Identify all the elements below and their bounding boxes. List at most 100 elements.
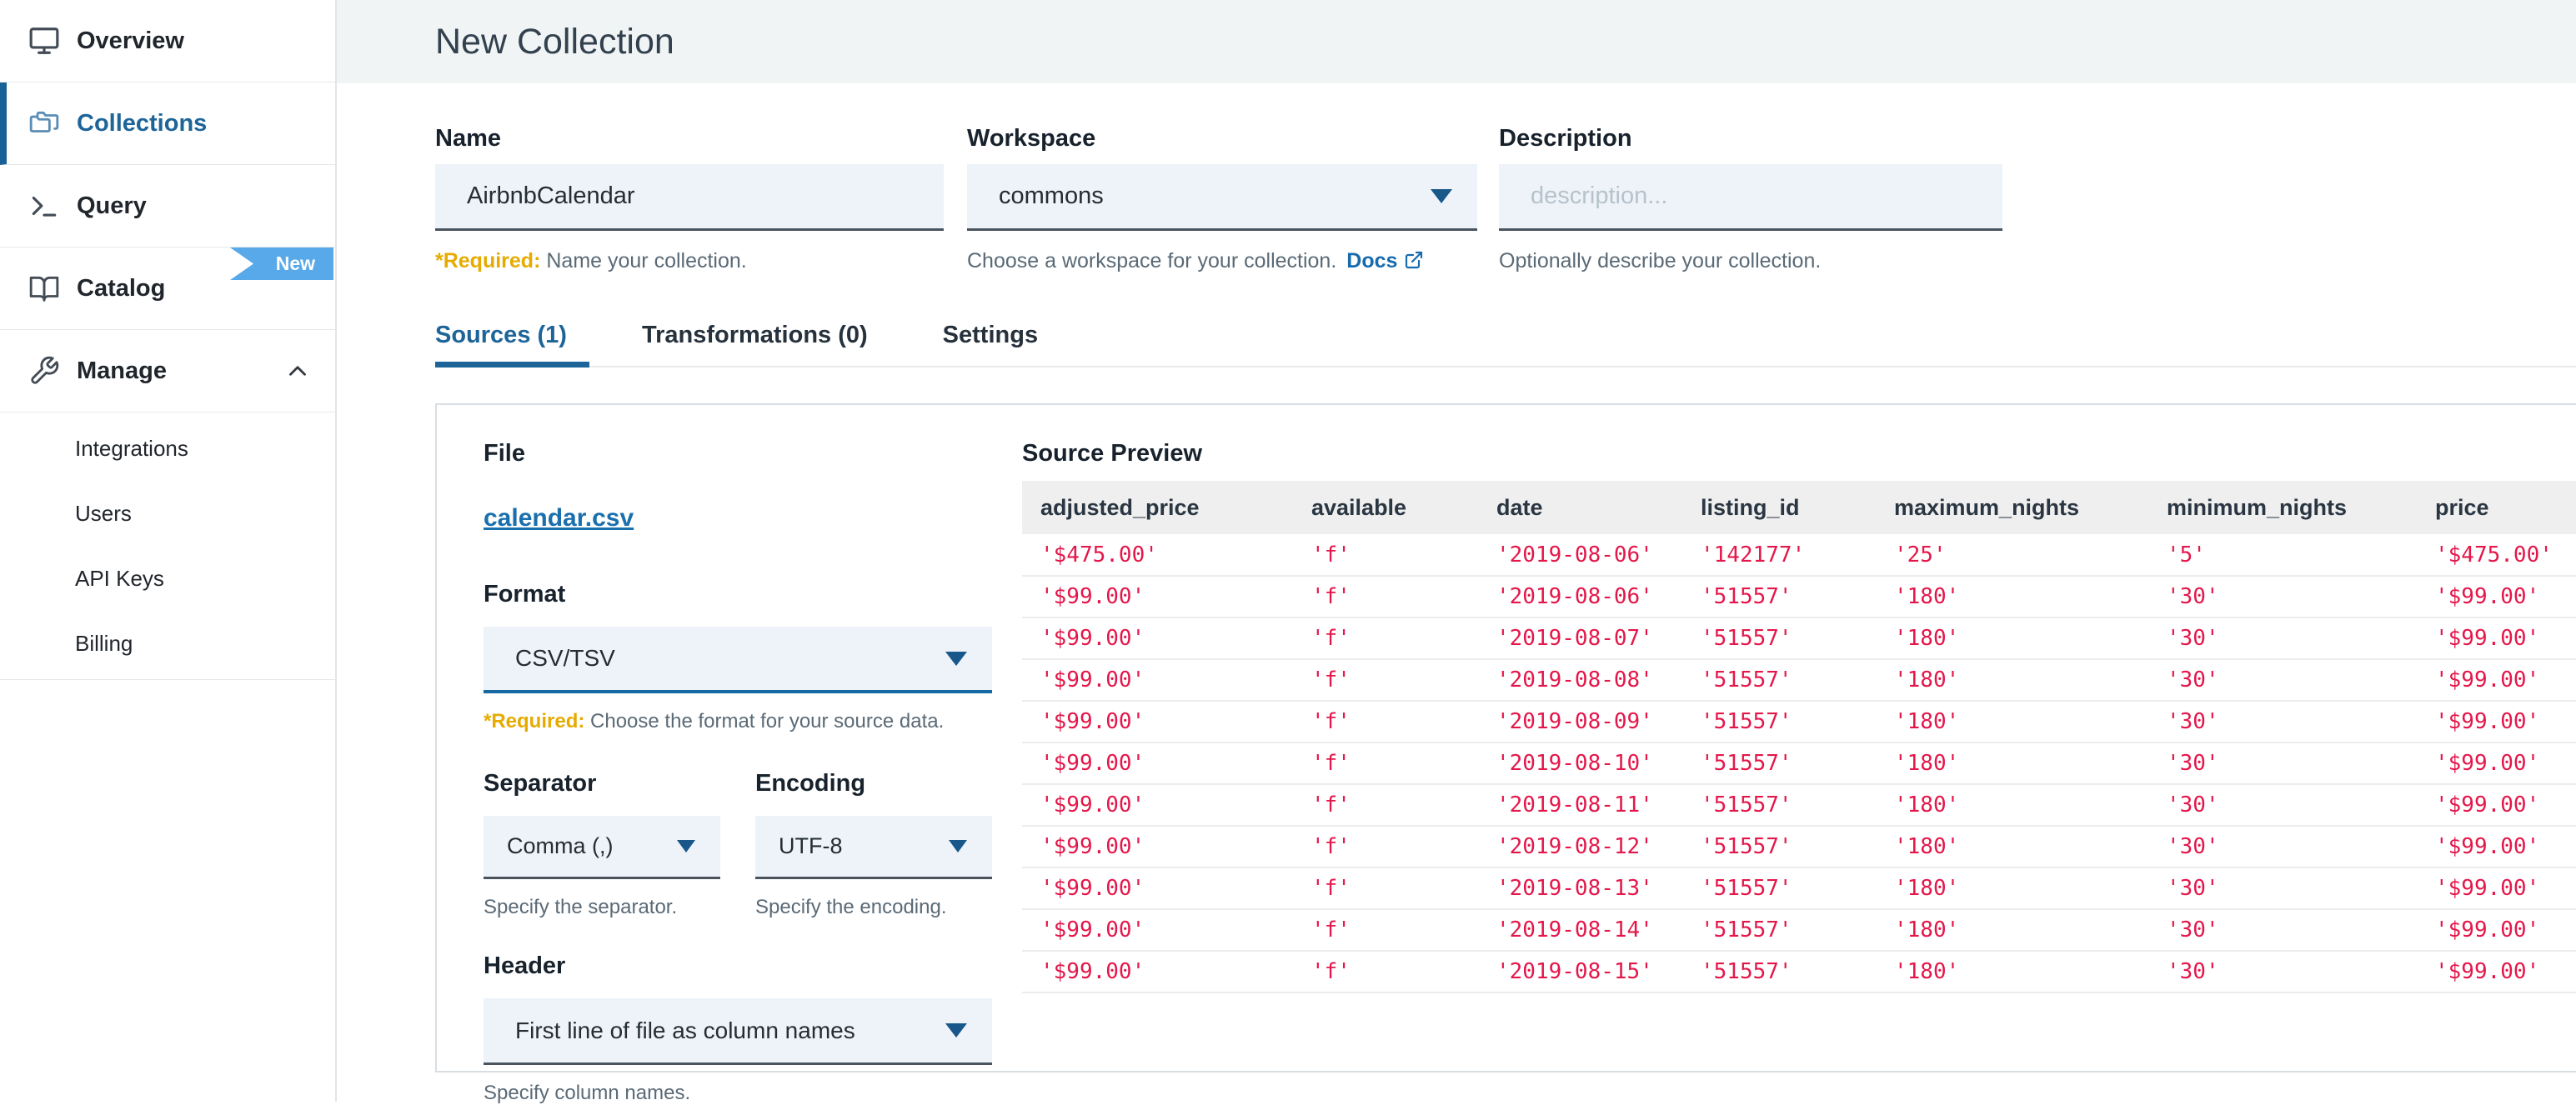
sidebar-item-billing[interactable]: Billing [75,630,133,656]
description-field-group: Description Optionally describe your col… [1499,125,2002,273]
table-cell: '2019-08-07' [1478,618,1682,660]
table-row: '$99.00''f' '2019-08-06' '51557' '180' '30' '… [1022,576,2576,618]
table-cell: 'f' [1293,534,1478,577]
separator-helper: Specify the separator. [484,896,678,918]
table-cell: 'f' [1293,826,1478,868]
table-cell: '180' [1876,701,2148,743]
book-icon [28,272,60,304]
name-helper: *Required: Name your collection. [435,249,747,272]
table-row: '$99.00''f' '2019-08-11' '51557' '180' '30' '… [1022,784,2576,827]
table-cell: '2019-08-10' [1478,742,1682,785]
table-header-row: adjusted_price available date listing_id… [1022,481,2576,534]
preview-table-body: '$475.00''f' '2019-08-06' '142177' '25' '5' '… [1022,534,2576,993]
table-cell: '180' [1876,576,2148,618]
table-cell: '2019-08-14' [1478,909,1682,952]
table-row: '$99.00''f' '2019-08-10' '51557' '180' '30' '… [1022,742,2576,785]
separator-select[interactable]: Comma (,) [484,816,720,879]
separator-label: Separator [484,770,597,797]
description-input-wrap [1499,164,2002,231]
sidebar-item-query[interactable]: Query [0,165,335,248]
column-header: listing_id [1682,481,1876,534]
table-row: '$99.00''f' '2019-08-13' '51557' '180' '30' '… [1022,868,2576,910]
tab-settings[interactable]: Settings [942,322,1039,348]
file-link[interactable]: calendar.csv [484,504,634,532]
format-select[interactable]: CSV/TSV [484,627,992,693]
table-cell: '$475.00' [1022,534,1293,577]
table-cell: '51557' [1682,701,1876,743]
chevron-down-icon [945,651,967,666]
table-row: '$99.00''f' '2019-08-08' '51557' '180' '30' '… [1022,659,2576,702]
table-cell: '51557' [1682,576,1876,618]
table-cell: '$99.00' [2417,618,2576,660]
table-cell: 'f' [1293,618,1478,660]
table-cell: '30' [2148,784,2417,827]
table-cell: '30' [2148,951,2417,993]
separator-field-group: Separator Comma (,) Specify the separato… [484,770,720,919]
header-value: First line of file as column names [515,1017,855,1043]
sidebar-item-label: Collections [77,109,208,137]
title-bar: New Collection [337,0,2576,83]
sidebar-item-manage[interactable]: Manage [0,330,335,412]
table-cell: '180' [1876,868,2148,910]
table-cell: '$99.00' [1022,951,1293,993]
table-cell: '2019-08-13' [1478,868,1682,910]
table-cell: '$99.00' [2417,701,2576,743]
table-cell: '180' [1876,826,2148,868]
table-cell: '30' [2148,701,2417,743]
required-marker: *Required: [484,710,585,732]
table-cell: '30' [2148,742,2417,785]
header-select[interactable]: First line of file as column names [484,998,992,1065]
table-cell: '51557' [1682,868,1876,910]
sidebar-item-users[interactable]: Users [75,500,132,526]
table-cell: '180' [1876,618,2148,660]
table-cell: '$99.00' [1022,659,1293,702]
workspace-select[interactable]: commons [967,164,1477,231]
main-area: New Collection Name *Required: Name your… [337,0,2576,1104]
docs-link[interactable]: Docs [1346,249,1424,272]
manage-subnav: Integrations Users API Keys Billing [0,412,335,680]
tab-sources[interactable]: Sources (1) [435,322,589,368]
table-cell: '25' [1876,534,2148,577]
table-cell: '30' [2148,659,2417,702]
chevron-down-icon [945,1023,967,1038]
table-cell: '$99.00' [1022,576,1293,618]
table-cell: '51557' [1682,951,1876,993]
description-helper: Optionally describe your collection. [1499,249,1822,272]
table-cell: '180' [1876,659,2148,702]
sidebar-item-label: Query [77,192,147,219]
chevron-down-icon [949,840,967,852]
table-cell: '180' [1876,909,2148,952]
table-cell: 'f' [1293,742,1478,785]
table-cell: '$99.00' [2417,576,2576,618]
tab-transformations[interactable]: Transformations (0) [641,322,868,348]
workspace-helper: Choose a workspace for your collection. D… [967,249,1477,273]
name-input[interactable] [467,182,919,210]
chevron-down-icon [677,840,695,852]
sidebar-item-integrations[interactable]: Integrations [75,435,188,461]
sidebar-item-collections[interactable]: Collections [0,82,335,165]
table-cell: '$475.00' [2417,534,2576,577]
table-cell: '2019-08-15' [1478,951,1682,993]
name-label: Name [435,125,501,152]
header-label: Header [484,952,566,979]
table-cell: '$99.00' [2417,909,2576,952]
description-input[interactable] [1531,182,1977,210]
required-marker: *Required: [435,249,541,272]
terminal-icon [28,190,60,222]
sidebar-item-label: Catalog [77,274,166,302]
encoding-select[interactable]: UTF-8 [755,816,992,879]
source-config-column: File calendar.csv Format CSV/TSV *Requir… [484,440,992,1104]
table-cell: '$99.00' [2417,951,2576,993]
table-cell: '180' [1876,784,2148,827]
table-cell: '2019-08-09' [1478,701,1682,743]
header-helper: Specify column names. [484,1082,691,1104]
sidebar-item-overview[interactable]: Overview [0,0,335,82]
sidebar-item-api-keys[interactable]: API Keys [75,565,164,591]
collection-form: Name *Required: Name your collection. Wo… [435,125,2576,273]
table-cell: '30' [2148,826,2417,868]
name-input-wrap [435,164,944,231]
table-row: '$475.00''f' '2019-08-06' '142177' '25' '5' '… [1022,534,2576,577]
table-cell: '51557' [1682,784,1876,827]
sidebar-item-catalog[interactable]: Catalog New [0,248,335,330]
format-value: CSV/TSV [515,645,615,671]
